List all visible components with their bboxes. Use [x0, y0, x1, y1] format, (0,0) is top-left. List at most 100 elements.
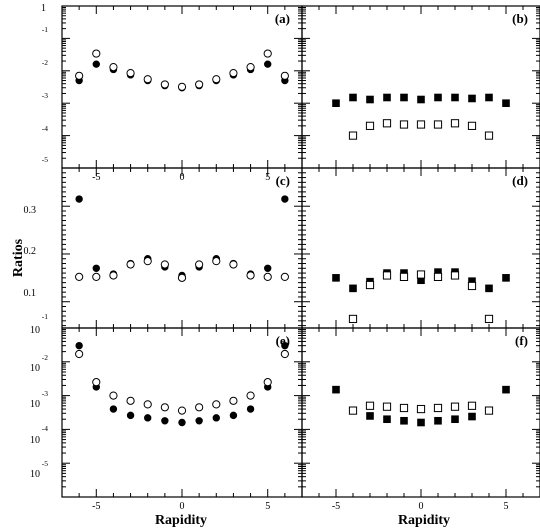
data-point [434, 416, 442, 425]
data-point [195, 260, 204, 269]
data-point [195, 80, 204, 89]
panel-label: (f) [515, 333, 528, 348]
data-point [450, 271, 460, 280]
y-tick-label: -3 [42, 91, 48, 100]
data-point [450, 119, 460, 128]
data-point [399, 403, 409, 413]
data-point [264, 60, 272, 68]
panel-f: -5 0 5 (f) [301, 327, 540, 512]
data-point [177, 406, 187, 415]
panel-label: (b) [512, 11, 528, 26]
data-point [382, 402, 392, 411]
data-point [92, 264, 100, 272]
data-point [160, 80, 169, 89]
data-point [365, 121, 375, 130]
data-point [349, 284, 357, 293]
data-point [332, 385, 340, 394]
data-point [417, 418, 425, 427]
data-point [126, 68, 135, 78]
y-tick-label: 0.2 [24, 246, 37, 257]
data-point [92, 378, 101, 387]
series-filled-circle [75, 195, 289, 280]
data-point [450, 402, 460, 411]
data-point [348, 406, 358, 415]
panel-frame [301, 167, 540, 329]
y-tick-label: -3 [42, 389, 48, 398]
series-open-circle [75, 349, 289, 415]
data-point [433, 272, 443, 281]
data-point [75, 349, 84, 359]
data-point [280, 349, 289, 359]
data-point [400, 93, 408, 102]
data-point [143, 400, 152, 409]
panel-label: (a) [275, 11, 290, 26]
data-point [382, 271, 392, 280]
series-open-circle [75, 257, 289, 282]
x-tick-label: 5 [504, 501, 509, 512]
series-filled-circle [75, 341, 289, 427]
data-point [263, 49, 272, 58]
data-point [485, 93, 493, 102]
y-tick-label: 10 [30, 363, 40, 374]
data-point [92, 272, 101, 281]
data-point [433, 120, 443, 129]
data-point [502, 274, 510, 282]
y-tick-label: -4 [42, 124, 48, 133]
data-point [502, 385, 510, 394]
data-point [246, 405, 255, 413]
x-tick-label: 5 [265, 172, 270, 183]
data-point [332, 274, 340, 282]
data-point [365, 401, 375, 410]
data-point [416, 270, 426, 279]
data-point [468, 412, 476, 421]
data-point [502, 99, 510, 108]
data-point [161, 417, 169, 425]
data-point [212, 414, 220, 422]
y-tick-label: 0.1 [24, 288, 37, 299]
data-point [467, 121, 477, 130]
y-tick-label: 10 [30, 325, 40, 336]
y-tick-label: -1 [42, 312, 48, 321]
data-point [281, 195, 289, 203]
data-point [383, 415, 391, 424]
y-tick-label: -4 [42, 424, 48, 433]
data-point [109, 405, 118, 413]
x-tick-label: -5 [92, 501, 100, 512]
data-point [417, 95, 425, 104]
data-point [75, 195, 83, 203]
y-tick-label: 1 [41, 3, 46, 14]
y-tick-label: -5 [42, 155, 48, 164]
data-point [75, 341, 83, 350]
y-axis-label: Ratios [11, 238, 26, 277]
data-point [433, 403, 443, 413]
x-axis-label-left: Rapidity [155, 513, 207, 528]
data-point [143, 75, 152, 84]
data-point [348, 314, 358, 324]
data-point [229, 411, 238, 420]
data-point [263, 272, 272, 281]
data-point [160, 403, 169, 412]
data-point [143, 257, 152, 266]
y-tick-label: -2 [42, 58, 48, 67]
y-tick-label: -5 [42, 459, 48, 468]
data-point [280, 272, 289, 281]
data-point [195, 403, 204, 412]
data-point [400, 416, 408, 425]
data-point [399, 272, 409, 281]
data-point [178, 418, 186, 427]
data-point [246, 271, 255, 280]
y-tick-label: 10 [30, 469, 40, 480]
data-point [229, 68, 238, 78]
x-tick-label: -5 [332, 501, 340, 512]
data-point [126, 411, 135, 420]
data-point [75, 272, 84, 281]
panel-frame [61, 167, 303, 329]
x-tick-label: 5 [265, 501, 270, 512]
y-tick-label: 10 [30, 435, 40, 446]
data-point [109, 391, 118, 400]
data-point [126, 396, 135, 405]
y-tick-label: 10 [30, 399, 40, 410]
series-open-square [348, 270, 494, 324]
data-point [366, 95, 374, 104]
